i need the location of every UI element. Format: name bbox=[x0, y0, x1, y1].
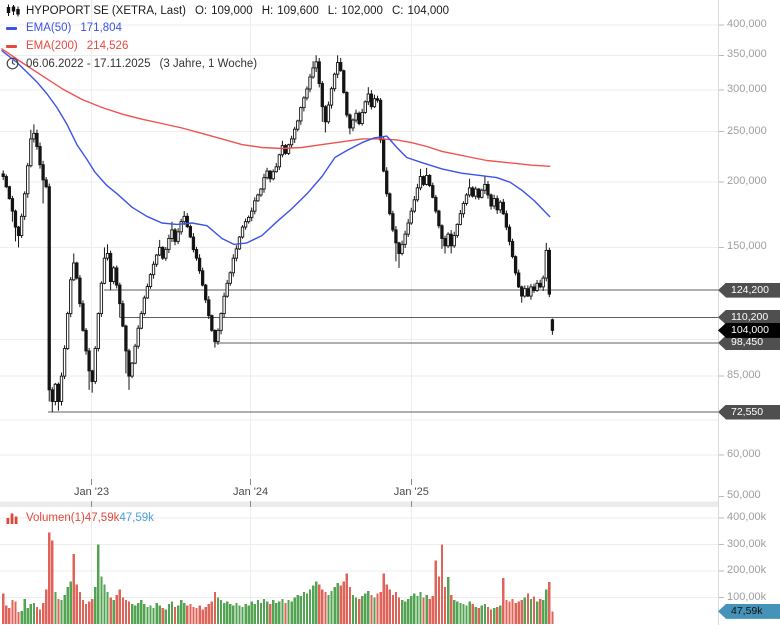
ema50-value: 171,804 bbox=[80, 22, 122, 34]
price-level-badge: 110,200 bbox=[718, 309, 780, 325]
price-axis-label: 400,000 bbox=[727, 18, 767, 30]
ema200-swatch-icon bbox=[6, 44, 17, 48]
open-label: O: bbox=[194, 4, 208, 17]
ema50-label: EMA(50) bbox=[26, 22, 72, 34]
volume-axis-label: 300,00k bbox=[727, 537, 767, 550]
ema200-legend: EMA(200) 214,526 bbox=[6, 40, 128, 52]
price-axis-label: 350,000 bbox=[727, 48, 767, 61]
volume-axis-label: 200,00k bbox=[727, 564, 767, 576]
volume-badge: 47,59k bbox=[718, 603, 780, 619]
price-axis-label: 300,000 bbox=[727, 83, 767, 96]
volume-legend: Volumen(1) 47,59k 47,59k bbox=[6, 512, 154, 524]
close-value: 104,000 bbox=[407, 4, 450, 17]
volume-bars-icon bbox=[6, 512, 21, 524]
volume-axis-label: 100,00k bbox=[727, 590, 767, 603]
price-level-badge: 98,450 bbox=[718, 335, 780, 351]
close-label: C: bbox=[391, 4, 404, 17]
open-value: 109,000 bbox=[211, 4, 253, 17]
price-axis-label: 60,000 bbox=[727, 448, 761, 461]
clock-icon bbox=[6, 57, 21, 70]
high-value: 109,600 bbox=[277, 4, 319, 17]
price-axis-label: 200,000 bbox=[727, 175, 767, 188]
low-value: 102,000 bbox=[341, 4, 383, 17]
ema50-swatch-icon bbox=[6, 26, 17, 30]
last-price-badge: 104,000 bbox=[718, 322, 780, 338]
ema200-value: 214,526 bbox=[86, 40, 129, 52]
period-row: 06.06.2022 - 17.11.2025 (3 Jahre, 1 Woch… bbox=[6, 57, 257, 70]
volume-value-secondary: 47,59k bbox=[119, 512, 154, 524]
low-label: L: bbox=[327, 4, 338, 17]
period-note: (3 Jahre, 1 Woche) bbox=[159, 57, 258, 70]
ema50-legend: EMA(50) 171,804 bbox=[6, 22, 122, 34]
date-axis-label: Jan '23 bbox=[74, 486, 110, 498]
price-axis-label: 150,000 bbox=[727, 240, 767, 253]
volume-value: 47,59k bbox=[84, 512, 120, 524]
price-level-badge: 72,550 bbox=[718, 404, 780, 420]
date-axis-label: Jan '25 bbox=[393, 486, 429, 498]
candlestick-icon bbox=[6, 4, 21, 17]
instrument-title: HYPOPORT SE (XETRA, Last) bbox=[26, 4, 186, 17]
price-axis-label: 50,000 bbox=[727, 489, 761, 502]
price-axis-label: 250,000 bbox=[727, 124, 767, 137]
instrument-header: HYPOPORT SE (XETRA, Last) O: 109,000 H: … bbox=[6, 4, 449, 17]
high-label: H: bbox=[261, 4, 274, 17]
date-axis-label: Jan '24 bbox=[232, 486, 269, 498]
period-range: 06.06.2022 - 17.11.2025 bbox=[26, 57, 151, 70]
volume-label: Volumen(1) bbox=[26, 512, 85, 524]
ema200-label: EMA(200) bbox=[26, 40, 78, 52]
price-axis-label: 85,000 bbox=[727, 369, 761, 382]
volume-axis-label: 400,00k bbox=[727, 511, 767, 523]
price-level-badge: 124,200 bbox=[718, 282, 780, 298]
